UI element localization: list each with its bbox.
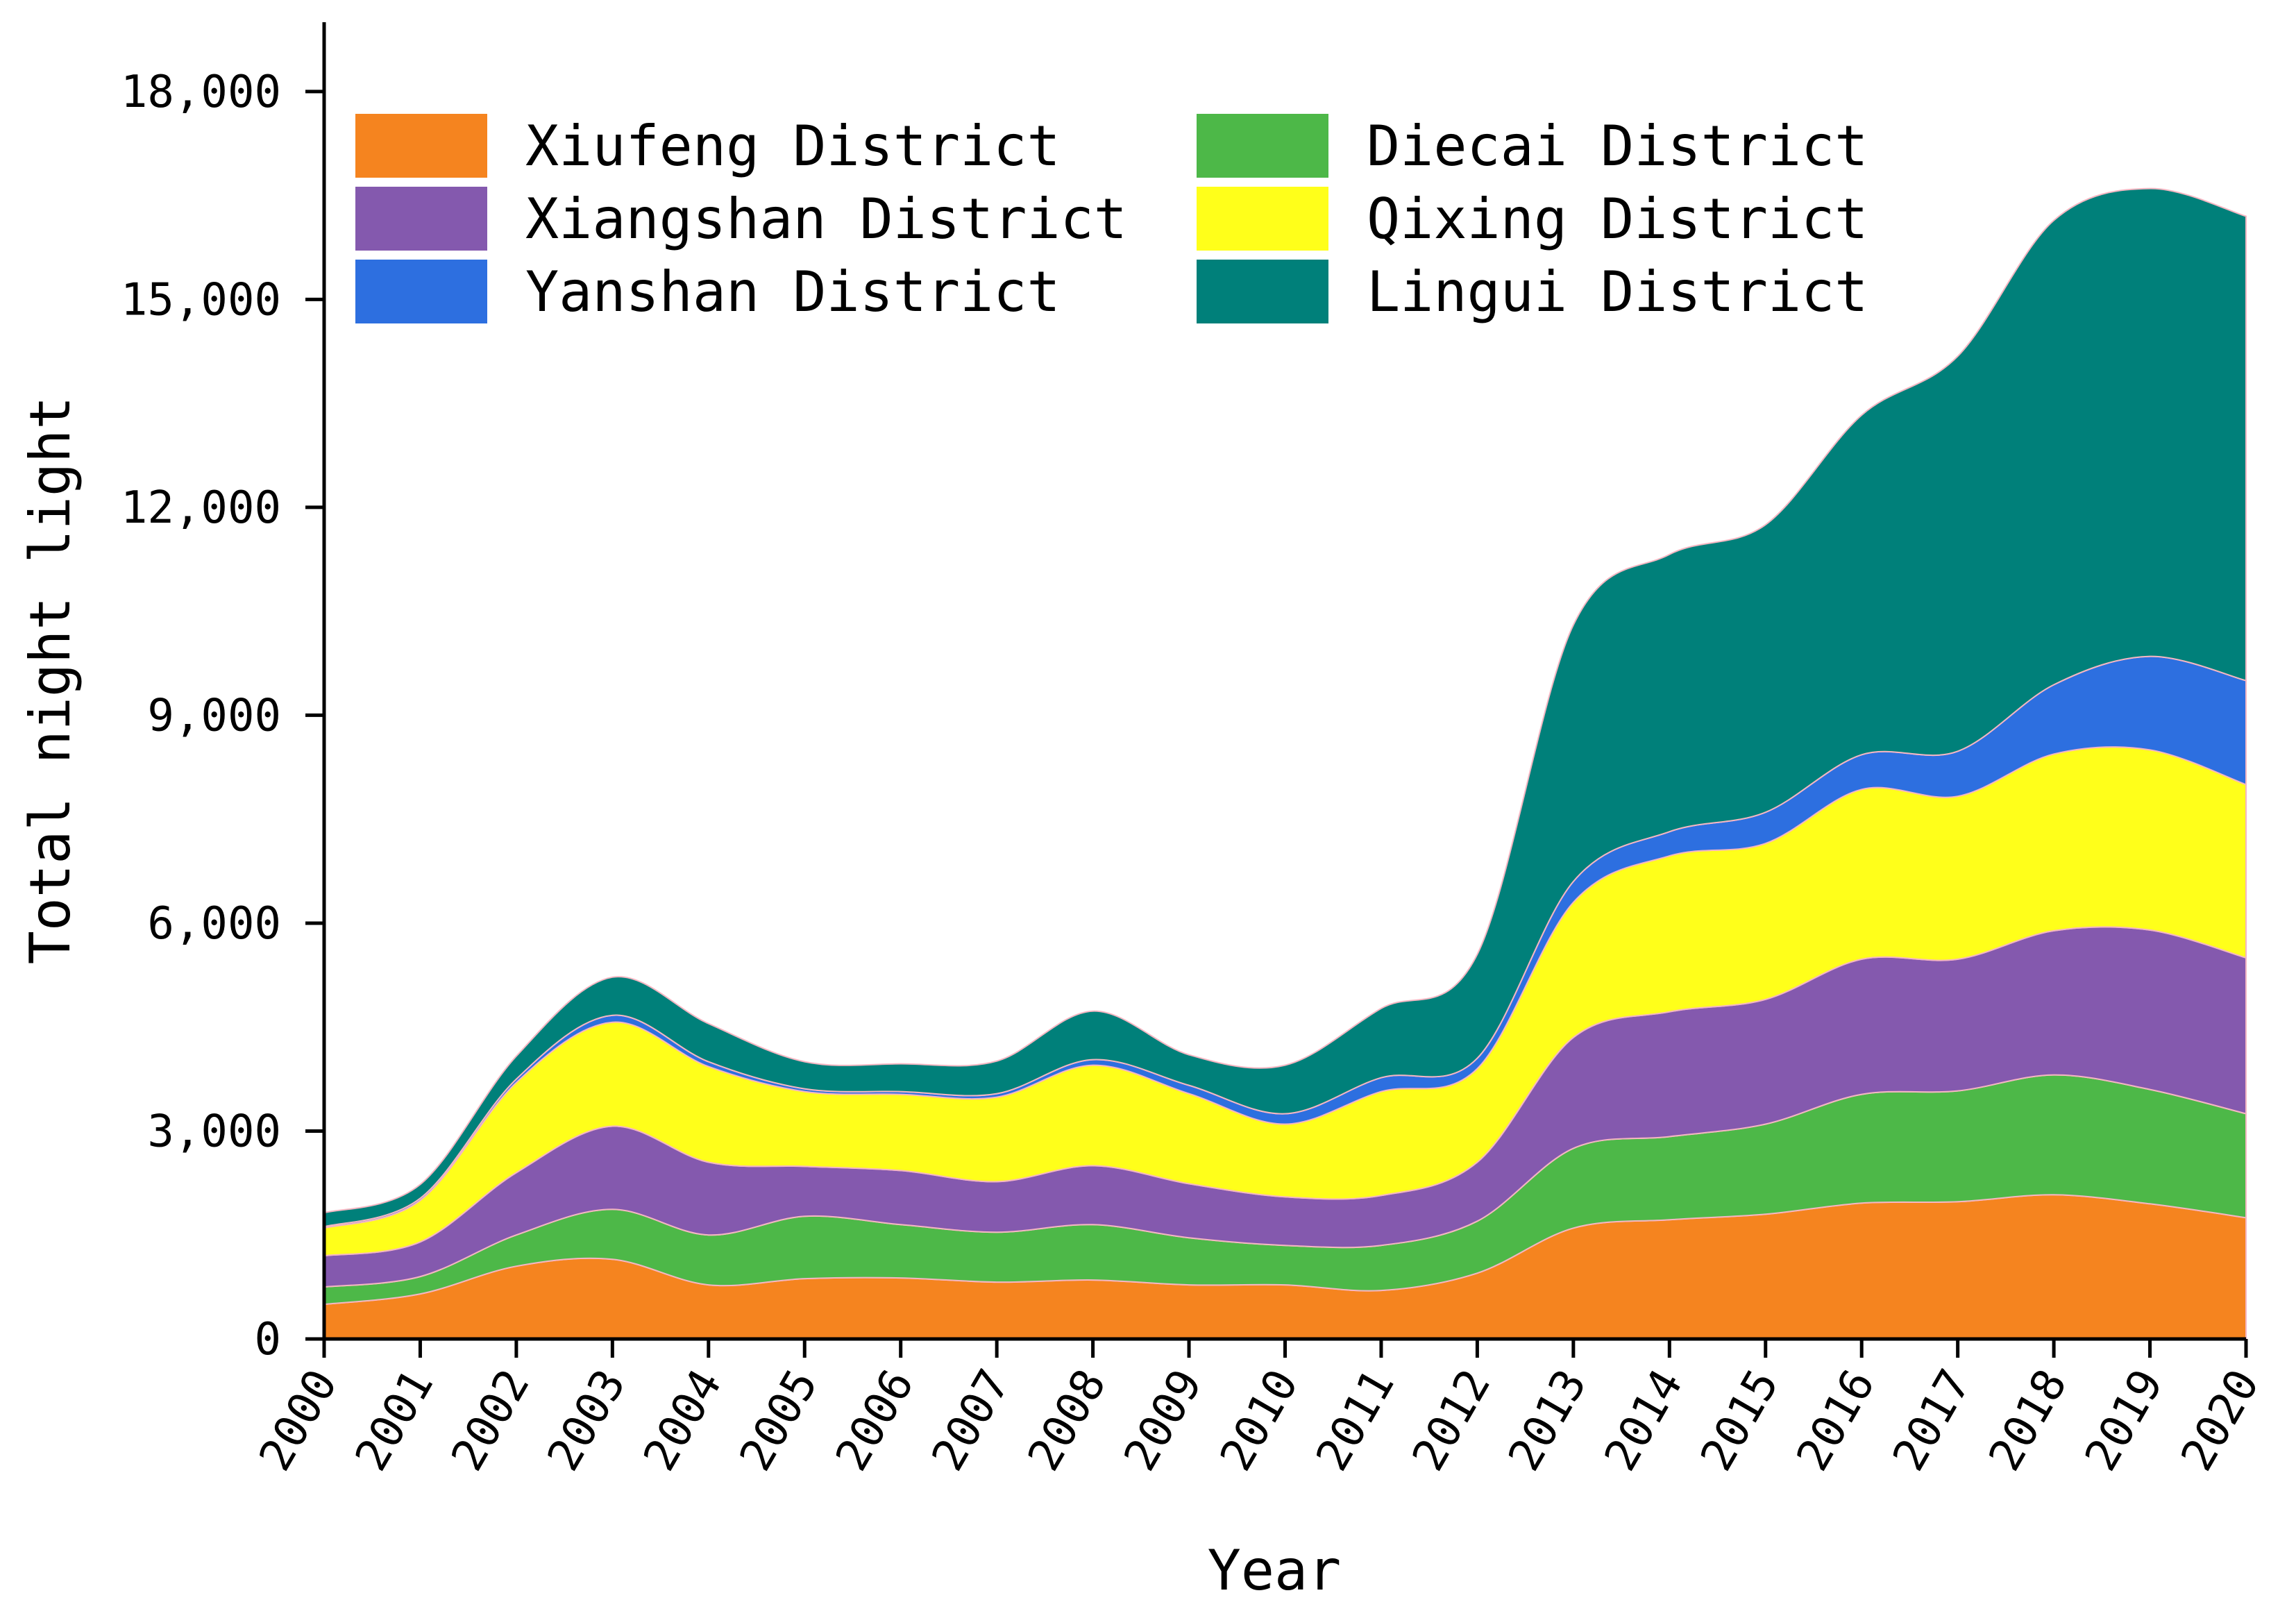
x-tick-label: 2008 [1018,1361,1116,1479]
area-series-group [323,187,2247,1340]
y-tick-label: 0 [254,1314,281,1365]
legend-swatch-xiufeng-district [355,114,487,178]
y-tick-label: 3,000 [147,1106,281,1157]
area-lingui-district [323,187,2247,1228]
x-tick-label: 2015 [1691,1361,1789,1479]
legend-swatch-yanshan-district [355,260,487,323]
y-tick-label: 12,000 [121,482,281,534]
x-tick-label: 2011 [1307,1361,1405,1479]
legend-label-xiufeng-district: Xiufeng District [525,114,1061,178]
x-tick-label: 2006 [826,1361,924,1479]
x-tick-label: 2010 [1210,1361,1308,1479]
y-tick-label: 18,000 [121,67,281,118]
x-tick-label: 2016 [1787,1361,1885,1479]
x-tick-label: 2020 [2172,1361,2270,1479]
x-tick-label: 2000 [250,1361,348,1479]
y-tick-label: 15,000 [121,274,281,326]
x-tick-label: 2019 [2075,1361,2173,1479]
legend-swatch-xiangshan-district [355,187,487,251]
legend: Xiufeng District Diecai District Xiangshan… [355,114,1868,324]
x-tick-label: 2013 [1499,1361,1597,1479]
x-tick-label: 2018 [1980,1361,2077,1479]
x-tick-label: 2005 [730,1361,828,1479]
legend-label-yanshan-district: Yanshan District [525,260,1061,324]
x-tick-label: 2009 [1115,1361,1213,1479]
x-tick-label: 2001 [346,1361,444,1479]
x-axis-title: Year [1208,1538,1342,1603]
legend-label-qixing-district: Qixing District [1367,187,1868,251]
x-tick-label: 2004 [634,1361,732,1479]
x-tick-label: 2003 [538,1361,636,1479]
y-tick-label: 6,000 [147,898,281,950]
legend-swatch-lingui-district [1197,260,1328,323]
legend-swatch-qixing-district [1197,187,1328,251]
x-tick-group: 2000200120022003200420052006200720082009… [250,1339,2270,1479]
legend-label-diecai-district: Diecai District [1367,114,1868,178]
x-tick-label: 2002 [442,1361,540,1479]
legend-label-xiangshan-district: Xiangshan District [525,187,1127,251]
y-tick-label: 9,000 [147,690,281,741]
y-axis-title: Total night light [18,396,83,965]
x-tick-label: 2014 [1595,1361,1693,1479]
x-tick-label: 2007 [922,1361,1020,1479]
legend-swatch-diecai-district [1197,114,1328,178]
x-tick-label: 2012 [1403,1361,1501,1479]
x-tick-label: 2017 [1883,1361,1981,1479]
legend-label-lingui-district: Lingui District [1367,260,1868,324]
y-tick-group: 0 3,000 6,000 9,000 12,000 15,000 18,000 [121,67,324,1365]
